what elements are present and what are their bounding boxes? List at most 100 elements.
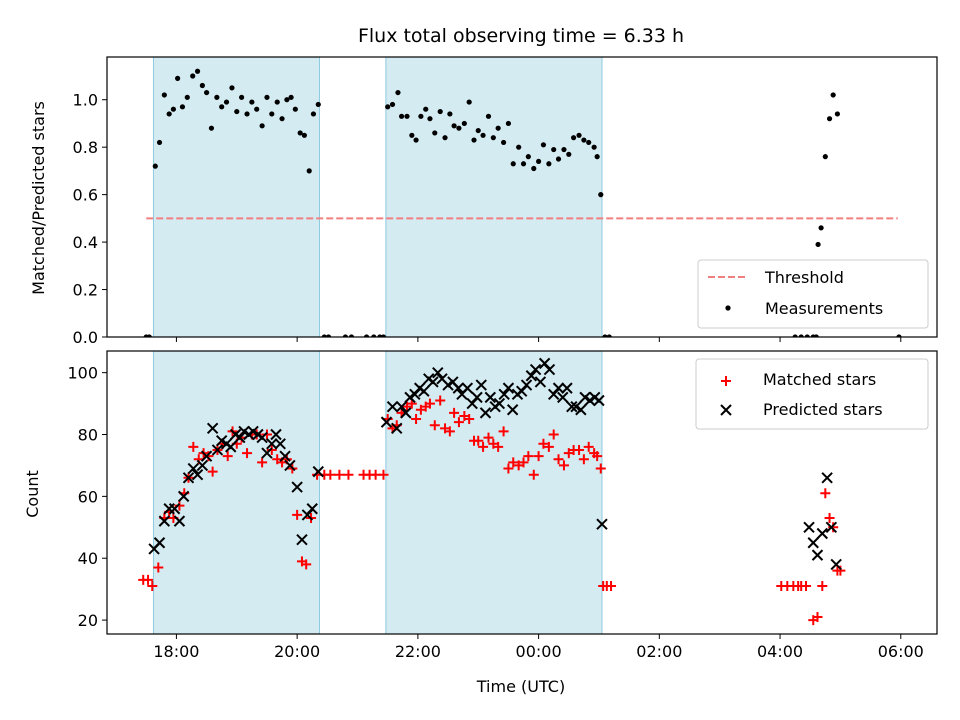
legend-predicted-label: Predicted stars [763,400,883,419]
measurement-point [602,334,608,337]
y-tick-label: 0.6 [73,186,98,205]
predicted-star-point [825,521,838,534]
legend-bottom [695,358,929,430]
legend-top [697,259,929,329]
predicted-star-point [593,394,605,407]
matched-star-point [143,574,154,585]
predicted-star-point [498,388,510,401]
matched-star-point [578,454,589,465]
measurement-point [500,139,507,146]
predicted-star-point [173,515,186,527]
measurement-point [214,94,220,100]
x-tick-label: 06:00 [878,642,924,661]
predicted-star-point [261,447,273,459]
matched-star-point [266,444,277,455]
matched-star-point [478,441,489,452]
predicted-star-point [391,422,403,435]
measurement-point [315,101,321,108]
predicted-star-point [816,527,829,540]
data-points-1 [138,357,846,626]
matched-star-point [553,454,564,465]
predicted-star-point [191,469,204,481]
predicted-star-point [471,391,483,404]
shaded-interval-2 [385,350,603,635]
measurement-point [896,334,902,337]
measurement-point [288,94,294,100]
measurement-point [822,154,828,160]
predicted-star-point [427,376,439,388]
measurement-point [310,111,317,117]
top-panel: 0.0 0.2 0.4 0.6 0.8 1.0 Threshold Measurements [73,56,938,347]
x-tick-label: 00:00 [516,642,562,661]
matched-star-point [203,451,214,462]
predicted-star-point [177,490,190,503]
predicted-star-point [821,472,833,484]
matched-star-point [473,435,484,446]
matched-star-point [548,429,559,440]
measurement-point [423,106,429,112]
predicted-star-point [211,444,224,456]
measurement-point [371,334,377,337]
measurement-point [834,111,841,117]
x-tick-label: 22:00 [395,642,441,661]
matched-star-point [812,611,823,622]
predicted-star-point [543,363,556,376]
measurement-point [798,334,804,337]
predicted-star-point [312,465,324,478]
matched-star-point [606,581,617,592]
legend-predicted-swatch [720,404,732,416]
measurement-point [284,97,290,103]
measurement-point [571,135,577,141]
matched-star-point [824,513,835,524]
predicted-star-point [552,382,565,394]
measurement-point [292,106,298,112]
measurement-point [297,130,303,136]
predicted-star-point [279,450,291,462]
measurement-point [389,101,396,108]
matched-star-point [533,451,544,462]
measurement-point [234,108,240,115]
predicted-star-point [256,431,268,444]
predicted-star-point [525,370,538,382]
measurement-point [219,104,225,110]
predicted-star-point [168,503,181,515]
measurement-point [259,123,265,129]
matched-star-point [343,469,354,480]
matched-star-point [498,426,509,437]
measurement-point [546,161,552,167]
chart-title: Flux total observing time = 6.33 h [358,25,684,47]
measurement-point [581,137,587,143]
shaded-interval-1 [152,350,320,635]
matched-star-point [207,466,218,477]
measurement-point [505,120,512,127]
y-tick-label: 0.0 [73,328,98,347]
axes-frame-0 [106,56,938,338]
predicted-star-point [830,558,842,571]
measurement-point [475,127,481,134]
data-points-0 [143,68,902,337]
measurement-point [404,113,410,119]
matched-star-point [334,469,345,480]
measurement-point [175,75,181,81]
matched-star-point [429,420,440,431]
matched-star-point [261,429,272,440]
matched-star-point [449,407,460,418]
matched-star-point [820,488,831,499]
measurement-point [321,334,327,337]
measurement-point [146,334,152,337]
y-tick-label: 0.2 [73,281,98,300]
measurement-point [442,135,448,141]
predicted-star-point [291,481,303,493]
matched-star-point [558,460,569,471]
predicted-star-point [380,416,393,428]
legend-measurements-swatch [725,305,731,311]
measurement-point [254,106,260,112]
measurement-point [480,132,486,138]
predicted-star-point [400,407,412,419]
matched-star-point [301,559,312,570]
shaded-interval-1 [152,56,320,338]
predicted-star-point [284,459,296,472]
measurement-point [409,132,415,138]
measurement-point [413,137,419,143]
